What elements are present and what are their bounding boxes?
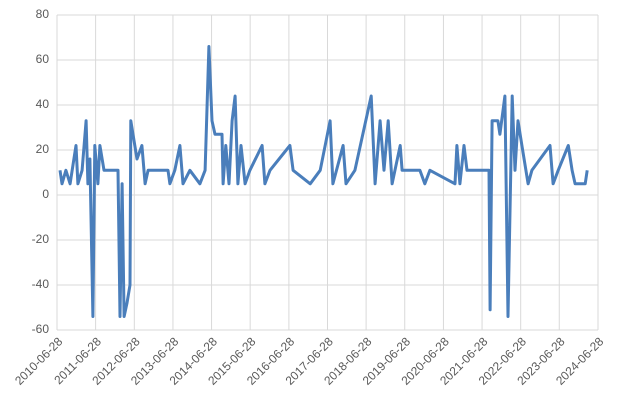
y-tick-label: -60 — [32, 322, 50, 336]
data-line — [58, 45, 589, 318]
y-tick-label: -40 — [32, 277, 50, 291]
y-tick-label: 20 — [36, 142, 50, 156]
y-tick-label: -20 — [32, 232, 50, 246]
y-tick-label: 60 — [36, 52, 50, 66]
y-tick-label: 0 — [42, 187, 49, 201]
y-tick-label: 40 — [36, 97, 50, 111]
y-tick-label: 80 — [36, 7, 50, 21]
